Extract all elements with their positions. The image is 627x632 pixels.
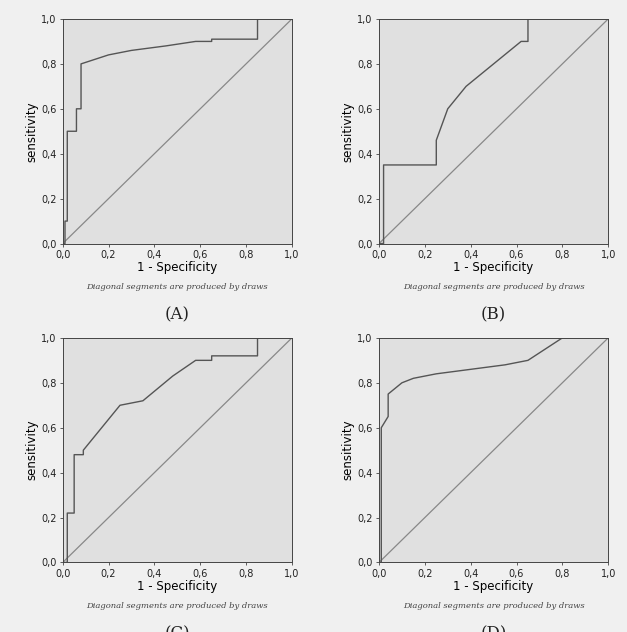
X-axis label: 1 - Specificity: 1 - Specificity [453, 261, 534, 274]
Text: (B): (B) [481, 307, 506, 324]
Text: Diagonal segments are produced by draws: Diagonal segments are produced by draws [87, 602, 268, 610]
X-axis label: 1 - Specificity: 1 - Specificity [137, 261, 218, 274]
Y-axis label: sensitivity: sensitivity [25, 101, 38, 162]
Text: (C): (C) [164, 626, 190, 632]
X-axis label: 1 - Specificity: 1 - Specificity [137, 580, 218, 593]
Y-axis label: sensitivity: sensitivity [342, 420, 354, 480]
Y-axis label: sensitivity: sensitivity [342, 101, 354, 162]
X-axis label: 1 - Specificity: 1 - Specificity [453, 580, 534, 593]
Text: Diagonal segments are produced by draws: Diagonal segments are produced by draws [403, 283, 584, 291]
Text: Diagonal segments are produced by draws: Diagonal segments are produced by draws [403, 602, 584, 610]
Text: (A): (A) [165, 307, 190, 324]
Y-axis label: sensitivity: sensitivity [25, 420, 38, 480]
Text: (D): (D) [480, 626, 507, 632]
Text: Diagonal segments are produced by draws: Diagonal segments are produced by draws [87, 283, 268, 291]
